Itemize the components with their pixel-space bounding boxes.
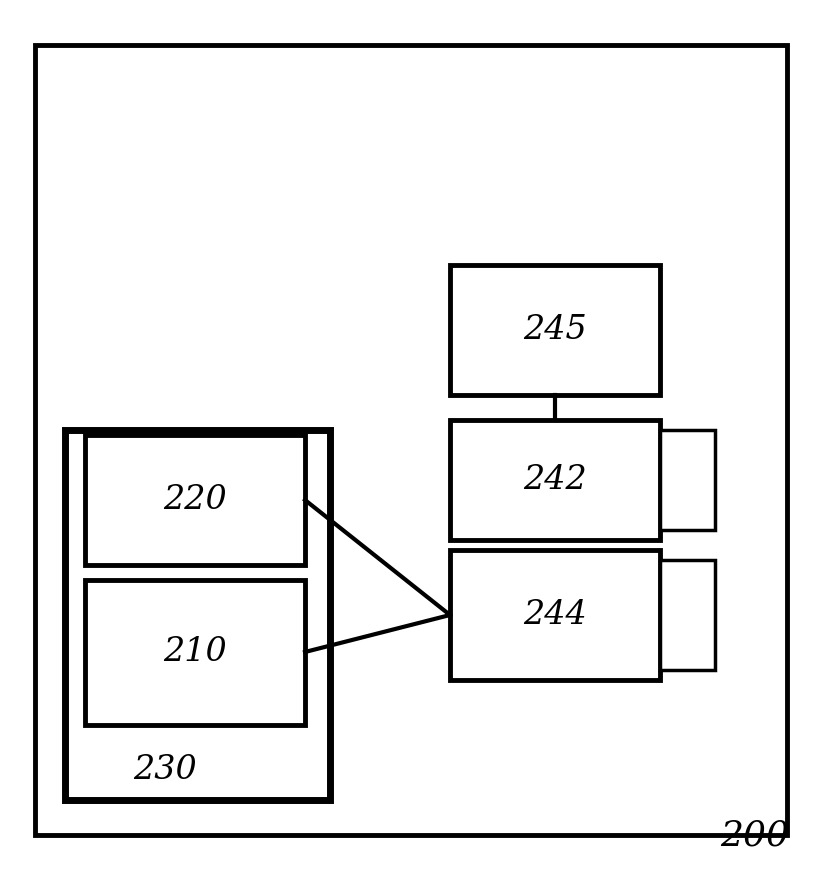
Text: 244: 244 <box>523 599 587 631</box>
Bar <box>450 550 660 680</box>
Text: 230: 230 <box>133 754 197 786</box>
Text: 245: 245 <box>523 314 587 346</box>
Bar <box>85 435 305 565</box>
Bar <box>660 430 715 530</box>
Bar <box>35 45 787 835</box>
Text: 210: 210 <box>163 636 227 668</box>
Bar <box>85 580 305 725</box>
Bar <box>450 420 660 540</box>
Text: 242: 242 <box>523 464 587 496</box>
Bar <box>65 430 330 800</box>
Bar <box>660 560 715 670</box>
Text: 200: 200 <box>720 818 789 852</box>
Text: 220: 220 <box>163 484 227 516</box>
Bar <box>450 265 660 395</box>
